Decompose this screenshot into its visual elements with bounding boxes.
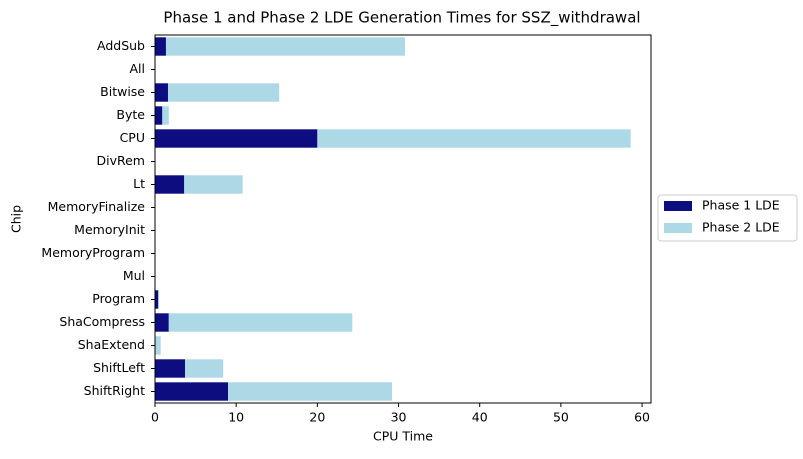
y-tick-label: ShiftRight <box>84 383 145 398</box>
legend-swatch <box>664 201 692 211</box>
x-tick-label: 30 <box>391 410 407 425</box>
bar <box>168 313 353 332</box>
y-tick-label: DivRem <box>97 153 146 168</box>
y-tick-label: Lt <box>133 176 145 191</box>
y-tick-label: All <box>130 61 146 76</box>
y-tick-label: Bitwise <box>100 84 145 99</box>
x-tick-label: 50 <box>553 410 569 425</box>
bar <box>158 290 160 309</box>
y-tick-label: CPU <box>120 130 145 145</box>
bar <box>155 313 169 332</box>
bar <box>165 37 406 56</box>
x-tick-label: 10 <box>228 410 244 425</box>
y-tick-label: Program <box>92 291 145 306</box>
x-tick-label: 60 <box>634 410 650 425</box>
bar <box>162 106 169 125</box>
bar <box>184 175 243 194</box>
y-tick-label: MemoryFinalize <box>48 199 146 214</box>
bar <box>155 382 229 401</box>
y-tick-label: MemoryInit <box>74 222 145 237</box>
bar <box>155 37 166 56</box>
y-tick-label: Byte <box>116 107 145 122</box>
y-tick-label: ShiftLeft <box>93 360 145 375</box>
y-axis-label: Chip <box>9 205 24 233</box>
legend-label: Phase 2 LDE <box>702 220 780 235</box>
x-tick-label: 0 <box>151 410 159 425</box>
bar <box>155 83 168 102</box>
y-tick-label: Mul <box>123 268 145 283</box>
x-tick-label: 20 <box>309 410 325 425</box>
y-tick-label: ShaCompress <box>59 314 145 329</box>
x-axis-label: CPU Time <box>373 429 433 444</box>
bar <box>155 175 185 194</box>
bar <box>167 83 280 102</box>
legend-swatch <box>664 223 692 233</box>
bar <box>155 290 159 309</box>
bar <box>155 336 161 355</box>
bar <box>317 129 631 148</box>
x-tick-label: 40 <box>472 410 488 425</box>
legend-label: Phase 1 LDE <box>702 198 780 213</box>
y-tick-label: ShaExtend <box>78 337 145 352</box>
bar <box>185 359 224 378</box>
chart-title: Phase 1 and Phase 2 LDE Generation Times… <box>163 9 640 28</box>
bar <box>155 106 163 125</box>
bar <box>155 129 318 148</box>
legend-box <box>657 194 798 242</box>
bar <box>228 382 393 401</box>
bar <box>155 359 186 378</box>
y-tick-label: MemoryProgram <box>41 245 145 260</box>
plot-frame <box>154 34 652 404</box>
y-tick-label: AddSub <box>97 38 145 53</box>
